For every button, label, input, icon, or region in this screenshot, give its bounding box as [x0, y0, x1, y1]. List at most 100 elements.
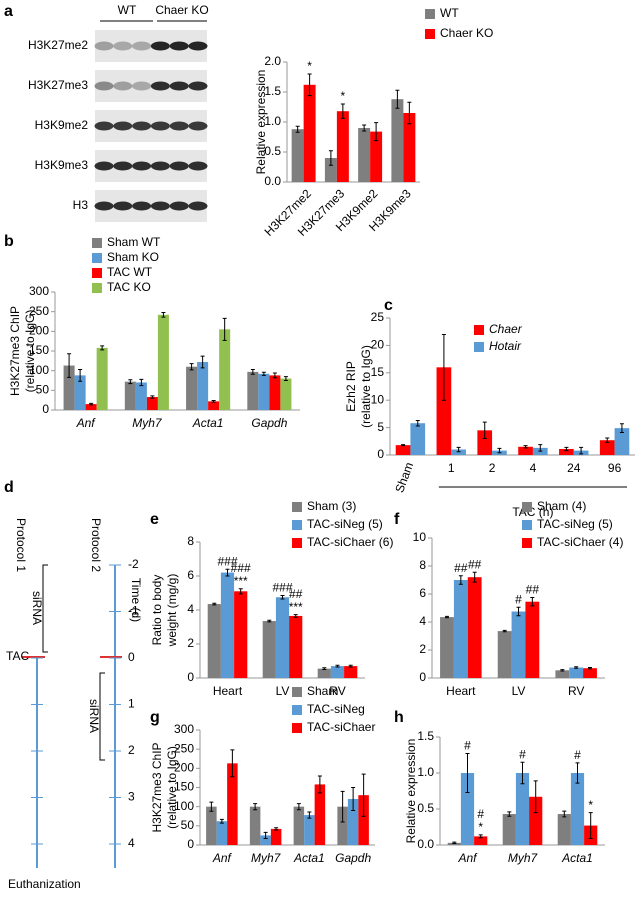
bar: [460, 773, 475, 845]
y-tick-label: 2: [187, 636, 194, 650]
band: [188, 121, 208, 131]
y-tick-label: 1.5: [264, 84, 281, 98]
y-axis-label: weight (mg/g): [165, 574, 179, 648]
legend-swatch: [92, 268, 102, 278]
legend-label: TAC-siChaer (6): [307, 535, 393, 549]
band: [132, 161, 152, 171]
error-bar: [253, 803, 258, 811]
bar: [370, 131, 383, 182]
bar: [206, 806, 217, 845]
y-axis-label: (relative to IgG): [23, 310, 37, 393]
y-tick-label: 100: [29, 363, 49, 377]
blot-row-label: H3K9me2: [35, 118, 89, 132]
error-bar: [497, 447, 502, 454]
sirna-label: siRNA: [87, 699, 101, 733]
error-bar: [351, 787, 356, 811]
annotation: ##: [526, 583, 540, 597]
y-tick-label: 2: [419, 642, 426, 656]
legend-label: TAC-siChaer: [307, 720, 375, 734]
error-bar: [482, 421, 487, 440]
bar: [146, 397, 158, 410]
bar: [85, 404, 97, 410]
x-tick-label: Acta1: [293, 851, 325, 865]
x-tick-label: Myh7: [132, 416, 163, 430]
bar: [135, 382, 147, 410]
error-bar: [458, 575, 463, 585]
band: [113, 81, 133, 91]
error-bar: [150, 395, 155, 399]
error-bar: [293, 614, 298, 618]
error-bar: [605, 437, 610, 443]
bar: [410, 423, 426, 455]
band: [94, 41, 114, 51]
y-tick-label: 0.0: [264, 174, 281, 188]
bar: [220, 572, 235, 678]
error-bar: [100, 345, 105, 351]
tick-label: -2: [128, 557, 139, 571]
y-tick-label: 4: [187, 602, 194, 616]
bar: [515, 773, 530, 845]
annotation: #: [515, 592, 522, 606]
band: [132, 121, 152, 131]
bar: [124, 381, 136, 410]
bar: [227, 763, 238, 845]
legend-swatch: [522, 538, 532, 548]
blot-group: Chaer KO: [155, 3, 208, 17]
tick-label: 1: [128, 697, 135, 711]
legend-label: TAC KO: [107, 280, 151, 294]
error-bar: [574, 666, 579, 669]
annotation: #: [574, 748, 581, 762]
y-tick-label: 25: [371, 310, 385, 324]
bar: [304, 815, 315, 845]
band: [150, 161, 170, 171]
bar: [347, 799, 359, 845]
tick-label: -1: [128, 604, 139, 618]
error-bar: [328, 150, 333, 166]
bar: [219, 329, 231, 410]
bar: [555, 670, 570, 678]
y-tick-label: 200: [174, 761, 194, 775]
y-tick-label: 100: [174, 799, 194, 813]
panel-letter: g: [150, 709, 160, 726]
y-tick-label: 0.5: [264, 144, 281, 158]
bar: [262, 621, 276, 678]
y-axis-label: Ezh2 RIP: [344, 361, 358, 412]
error-bar: [579, 446, 584, 455]
y-axis-label: Relative expression: [254, 70, 268, 175]
bar: [391, 99, 404, 182]
error-bar: [395, 89, 400, 109]
y-tick-label: 6: [419, 586, 426, 600]
error-bar: [415, 419, 420, 427]
error-bar: [250, 368, 255, 375]
legend-label: Chaer KO: [440, 26, 493, 40]
x-tick-label: RV: [568, 684, 584, 698]
bar: [317, 668, 331, 678]
bar: [436, 367, 452, 455]
error-bar: [335, 664, 340, 668]
legend-label: Chaer: [489, 322, 523, 336]
legend-label: Sham: [307, 684, 338, 698]
legend-swatch: [92, 238, 102, 248]
legend-swatch: [425, 9, 435, 19]
bar: [207, 604, 221, 678]
error-bar: [362, 124, 367, 132]
error-bar: [401, 444, 406, 447]
bar: [280, 378, 292, 410]
panel-letter: e: [150, 511, 159, 528]
bar: [216, 821, 228, 845]
bar: [208, 401, 220, 410]
error-bar: [280, 595, 285, 600]
legend-label: TAC-siNeg (5): [537, 517, 613, 531]
error-bar: [478, 834, 483, 839]
legend-label: TAC WT: [107, 265, 153, 279]
error-bar: [67, 353, 72, 378]
bar: [247, 371, 259, 410]
bar: [63, 365, 75, 410]
error-bar: [296, 803, 301, 811]
band: [132, 201, 152, 211]
bar: [395, 445, 411, 455]
bar: [96, 347, 108, 410]
band: [113, 41, 133, 51]
y-tick-label: 300: [174, 722, 194, 736]
x-tick-label: Myh7: [251, 851, 282, 865]
